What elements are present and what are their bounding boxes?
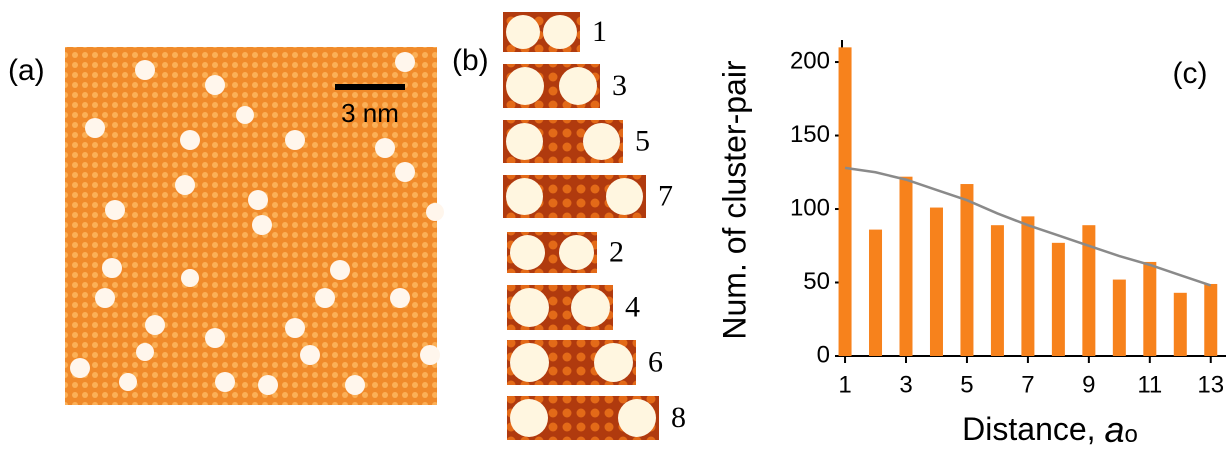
x-tick-label: 7 — [1021, 371, 1034, 398]
bar — [1174, 293, 1187, 356]
cluster — [543, 15, 577, 49]
cluster — [594, 343, 633, 382]
bar — [1143, 262, 1156, 356]
y-tick-label: 0 — [817, 341, 830, 368]
bar — [1052, 243, 1065, 356]
cluster — [506, 67, 544, 105]
x-tick-label: 3 — [899, 371, 912, 398]
scale-label: 3 nm — [341, 98, 399, 128]
cluster — [510, 235, 545, 270]
cluster — [506, 15, 540, 49]
strip-label: 2 — [609, 235, 624, 268]
bar — [960, 184, 973, 356]
cluster — [506, 178, 543, 215]
bar — [839, 47, 852, 356]
scale-bar — [335, 84, 405, 90]
bar — [1113, 280, 1126, 356]
cluster — [510, 343, 549, 382]
y-tick-label: 200 — [790, 47, 830, 74]
bar — [991, 225, 1004, 356]
y-tick-label: 50 — [803, 268, 830, 295]
cluster — [571, 288, 610, 327]
body: (a) 3 nm (b) 13572468 050100150200135791… — [0, 0, 1226, 454]
cluster — [510, 399, 548, 437]
x-tick-label: 9 — [1082, 371, 1095, 398]
strip-label: 7 — [658, 179, 673, 212]
x-tick-label: 1 — [838, 371, 851, 398]
panel-label: (c) — [1173, 57, 1208, 90]
x-axis-label-var: a — [1104, 409, 1124, 450]
x-axis-label-text: Distance, — [962, 411, 1104, 447]
x-tick-label: 11 — [1137, 371, 1162, 398]
bar — [1021, 216, 1034, 356]
bar — [930, 208, 943, 356]
strip-label: 6 — [648, 345, 663, 378]
cluster — [506, 123, 543, 160]
cluster — [618, 399, 656, 437]
strip-label: 5 — [635, 124, 650, 157]
cluster — [583, 123, 620, 160]
panel-label: (a) — [8, 54, 45, 87]
cluster — [606, 178, 643, 215]
y-tick-label: 150 — [790, 121, 830, 148]
strip-label: 4 — [625, 290, 640, 323]
page: {"panel_a": {"label": "(a)", "scale_bar"… — [0, 0, 1226, 454]
cluster — [559, 67, 597, 105]
cluster — [510, 288, 549, 327]
bar — [869, 230, 882, 356]
strip-label: 1 — [592, 15, 607, 48]
bar — [1204, 284, 1217, 356]
bar — [900, 177, 913, 356]
strip-label: 8 — [671, 401, 686, 434]
x-tick-label: 13 — [1197, 371, 1224, 398]
y-axis-label: Num. of cluster-pair — [716, 60, 752, 340]
figure: (a) 3 nm (b) 13572468 050100150200135791… — [0, 0, 1226, 454]
y-tick-label: 100 — [790, 194, 830, 221]
panel-label: (b) — [452, 44, 489, 77]
cluster — [559, 235, 594, 270]
x-axis-label: Distance, ao — [962, 409, 1138, 450]
x-tick-label: 5 — [960, 371, 973, 398]
strip-label: 3 — [612, 69, 627, 102]
x-axis-label-sub: o — [1124, 421, 1137, 448]
